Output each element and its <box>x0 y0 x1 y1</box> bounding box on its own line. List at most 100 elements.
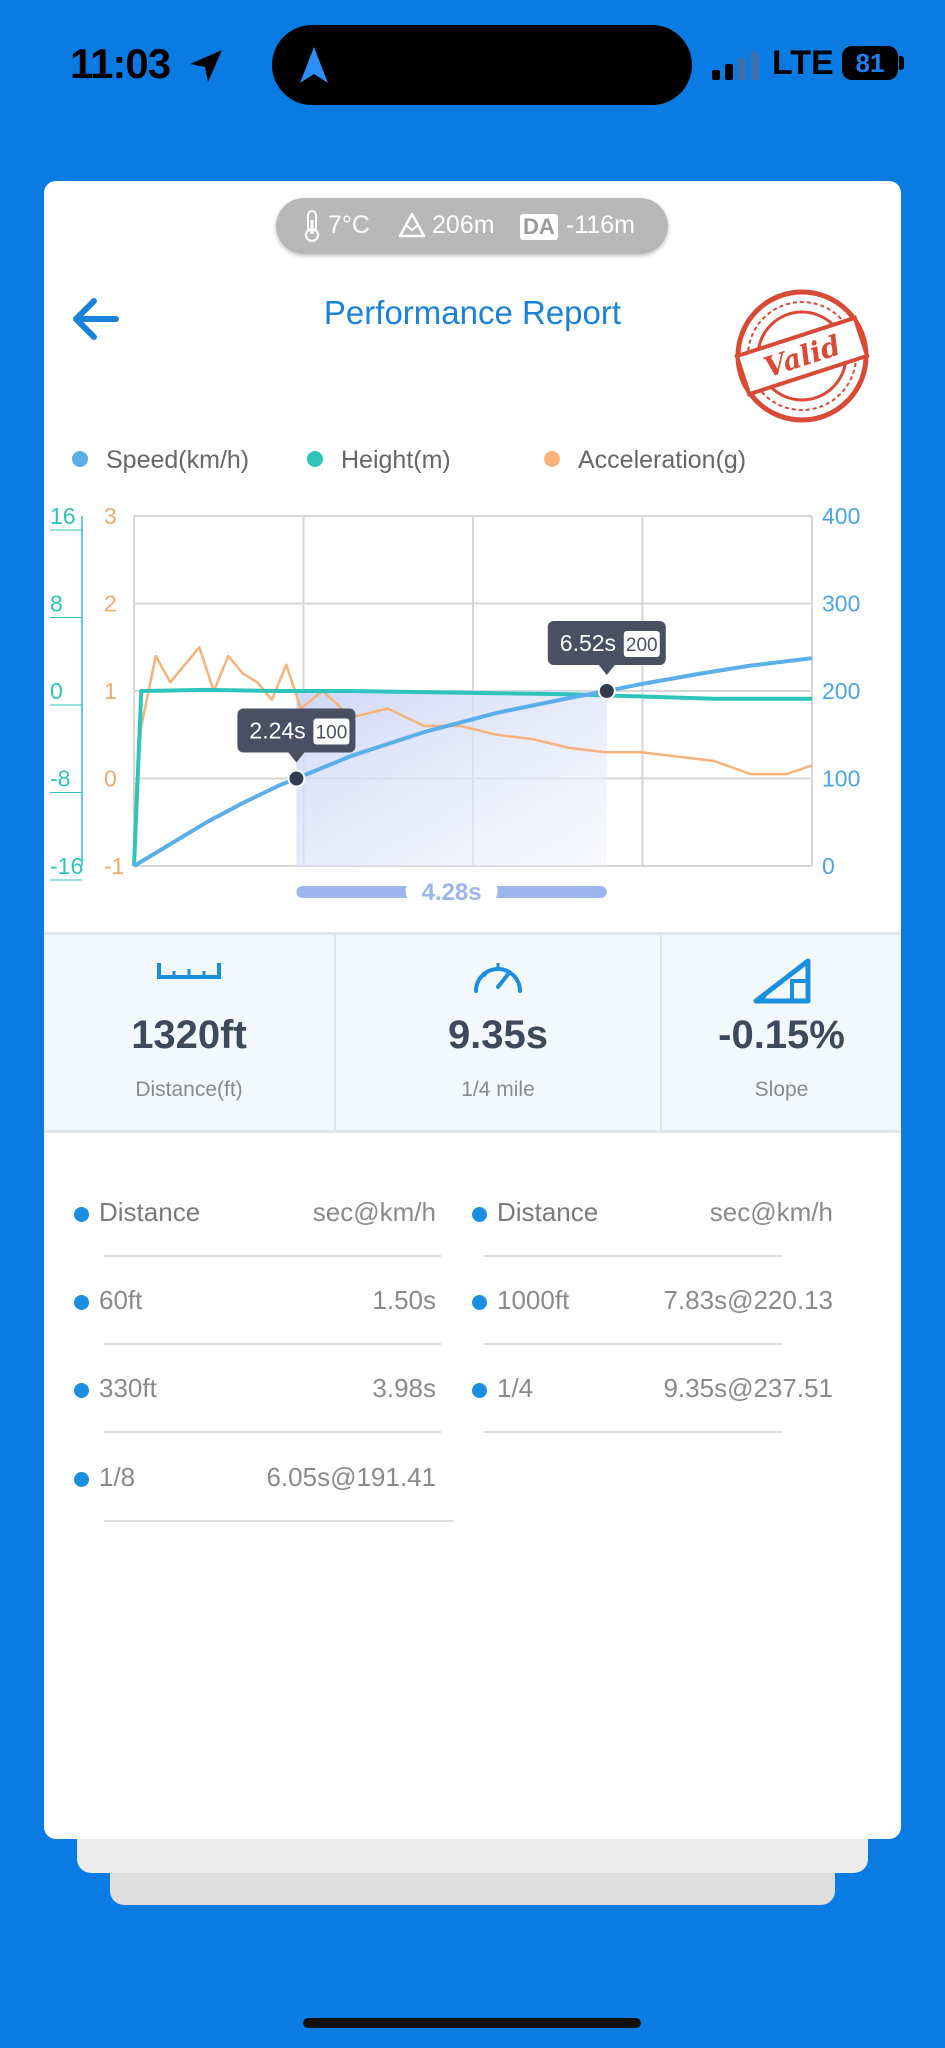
height-tick-label: 8 <box>50 591 63 617</box>
stat-quarter-mile-value: 9.35s <box>447 1013 549 1057</box>
stats-top-divider <box>44 932 901 935</box>
cellular-signal-icon <box>712 52 759 80</box>
speed-line <box>132 656 813 868</box>
altitude: 206m <box>432 211 495 239</box>
marker-speed: 100 <box>316 723 348 744</box>
stats-separator <box>660 935 662 1130</box>
battery-tip <box>899 56 904 70</box>
marker-speed-box <box>313 718 350 745</box>
split-right-0-value: 7.83s@220.13 <box>663 1285 833 1315</box>
split-left-1-value: 3.98s <box>372 1373 436 1403</box>
stat-slope: -0.15% Slope <box>662 935 901 1130</box>
marker-tooltip-pointer <box>598 665 615 675</box>
legend-acceleration: Acceleration(g) <box>544 446 746 475</box>
height-tick-label: 0 <box>50 678 63 704</box>
slope-icon <box>753 958 810 1004</box>
accel-tick-label: 2 <box>104 591 117 617</box>
report-card: 7°C 206m DA -116m Performance Report Val… <box>44 181 901 1839</box>
height-tick-label: 16 <box>50 503 76 529</box>
stat-quarter-mile: 9.35s 1/4 mile <box>336 935 660 1130</box>
stat-slope-label: Slope <box>754 1078 809 1101</box>
speed-tick-label: 400 <box>822 503 860 529</box>
accel-tick-label: 3 <box>104 503 117 529</box>
split-bullet <box>74 1295 89 1310</box>
split-bullet <box>472 1295 487 1310</box>
speed-tick-label: 0 <box>822 853 835 879</box>
temperature: 7°C <box>328 211 370 239</box>
split-divider <box>104 1431 441 1433</box>
legend-height-dot <box>307 451 323 468</box>
split-left-2-name: 1/8 <box>99 1462 136 1492</box>
density-altitude: -116m <box>566 211 636 239</box>
height-tick-label: -8 <box>50 766 70 792</box>
home-indicator[interactable] <box>303 2018 641 2028</box>
speed-tick-label: 200 <box>822 678 860 704</box>
split-divider <box>484 1255 782 1257</box>
stats-panel <box>44 935 901 1130</box>
mountain-icon <box>398 212 426 238</box>
split-header-value-right: sec@km/h <box>709 1197 833 1227</box>
stats-separator <box>334 935 336 1130</box>
marker-tooltip-pointer <box>288 752 305 763</box>
split-left-0-name: 60ft <box>99 1285 143 1315</box>
marker-speed-box <box>623 631 660 657</box>
legend-speed: Speed(km/h) <box>72 446 249 475</box>
split-bullet <box>74 1472 89 1487</box>
split-left-0-value: 1.50s <box>372 1285 436 1315</box>
split-right-1-value: 9.35s@237.51 <box>663 1373 833 1403</box>
split-divider <box>484 1431 782 1433</box>
marker-time: 2.24s <box>249 718 305 744</box>
stat-distance-label: Distance(ft) <box>135 1078 243 1101</box>
page-title: Performance Report <box>323 294 622 331</box>
location-arrow-icon <box>190 50 222 82</box>
legend-speed-dot <box>72 451 88 468</box>
split-right-1-name: 1/4 <box>497 1373 534 1403</box>
split-header-value-left: sec@km/h <box>312 1197 436 1227</box>
dynamic-island <box>272 25 692 105</box>
split-divider <box>104 1520 453 1522</box>
split-header-name-right: Distance <box>497 1197 599 1227</box>
battery-icon: 81 <box>842 46 898 80</box>
stat-distance-value: 1320ft <box>131 1013 247 1057</box>
marker-point <box>597 682 616 700</box>
status-time: 11:03 <box>70 40 171 87</box>
battery-level: 81 <box>855 48 885 78</box>
marker-time: 6.52s <box>560 630 616 656</box>
interval-label-bg <box>405 876 498 906</box>
legend-height-label: Height(m) <box>341 446 451 474</box>
legend-acceleration-dot <box>544 451 560 468</box>
legend-speed-label: Speed(km/h) <box>106 446 250 474</box>
valid-stamp: Valid <box>734 289 870 423</box>
split-bullet <box>472 1207 487 1222</box>
navigation-arrow-icon <box>300 47 328 83</box>
split-right-0-name: 1000ft <box>497 1285 570 1315</box>
stat-slope-value: -0.15% <box>718 1013 845 1057</box>
speed-tick-label: 300 <box>822 591 860 617</box>
stats-bottom-divider <box>44 1130 901 1133</box>
environment-pill: 7°C 206m DA -116m <box>276 198 668 254</box>
height-tick-label: -16 <box>50 853 83 879</box>
stat-distance: 1320ft Distance(ft) <box>44 935 334 1130</box>
accel-tick-label: -1 <box>104 853 124 879</box>
legend-height: Height(m) <box>307 446 451 475</box>
split-divider <box>104 1255 441 1257</box>
speed-tick-label: 100 <box>822 766 860 792</box>
interval-label: 4.28s <box>422 879 482 906</box>
split-header-name-left: Distance <box>99 1197 201 1227</box>
da-badge: DA <box>520 214 558 240</box>
acceleration-line <box>132 646 813 814</box>
ruler-icon <box>157 963 221 979</box>
split-left-1-name: 330ft <box>99 1373 157 1403</box>
split-divider <box>484 1343 782 1345</box>
marker-point <box>287 769 306 788</box>
split-bullet <box>74 1383 89 1398</box>
back-arrow-icon[interactable] <box>66 289 126 349</box>
accel-tick-label: 1 <box>104 678 117 704</box>
split-bullet <box>74 1207 89 1222</box>
split-left-2-value: 6.05s@191.41 <box>266 1462 436 1492</box>
accel-tick-label: 0 <box>104 766 117 792</box>
performance-chart[interactable]: 4.28s 16 8 0 -8 -16 3 2 1 0 -1 400 300 200 100 0 2.24s… <box>44 501 901 921</box>
speedometer-icon <box>474 963 522 993</box>
legend-acceleration-label: Acceleration(g) <box>578 446 747 474</box>
stat-quarter-mile-label: 1/4 mile <box>461 1078 535 1101</box>
